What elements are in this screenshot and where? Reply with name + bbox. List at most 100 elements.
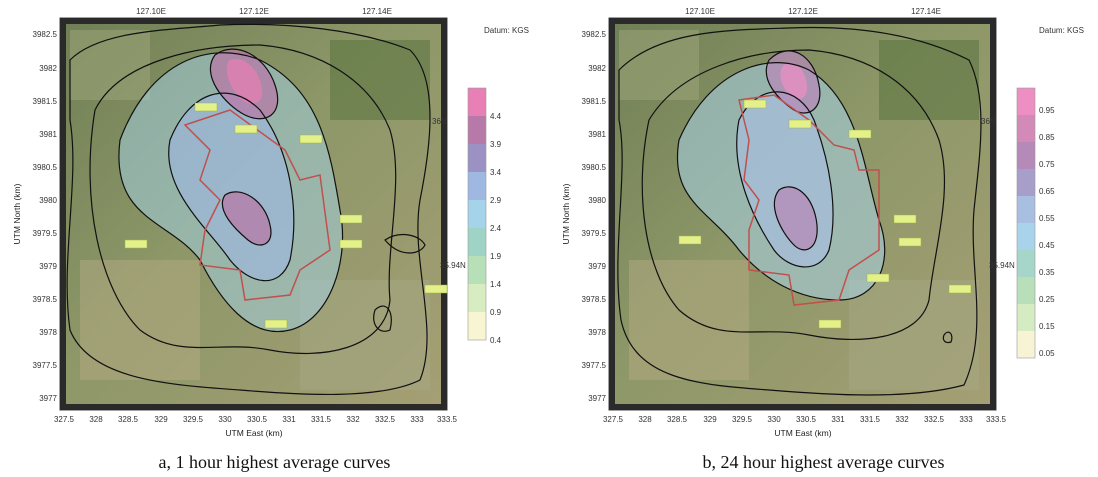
svg-text:35.94N: 35.94N <box>989 261 1015 270</box>
svg-text:3979.5: 3979.5 <box>582 229 607 238</box>
y-tick-labels: 3982.5 3982 3981.5 3981 3980.5 3980 3979… <box>582 30 607 403</box>
x-axis-title: UTM East (km) <box>225 428 282 438</box>
x-tick-labels: 327.5 328 328.5 329 329.5 330 330.5 331 … <box>603 415 1007 424</box>
svg-text:329.5: 329.5 <box>183 415 204 424</box>
svg-text:328.5: 328.5 <box>667 415 688 424</box>
svg-text:3980: 3980 <box>588 196 606 205</box>
svg-text:3981.5: 3981.5 <box>33 97 58 106</box>
svg-text:3978.5: 3978.5 <box>582 295 607 304</box>
svg-text:0.25: 0.25 <box>1039 295 1055 304</box>
svg-text:329.5: 329.5 <box>732 415 753 424</box>
svg-text:332: 332 <box>895 415 909 424</box>
svg-text:0.45: 0.45 <box>1039 241 1055 250</box>
svg-text:330.5: 330.5 <box>796 415 817 424</box>
svg-text:333.5: 333.5 <box>986 415 1007 424</box>
svg-text:0.55: 0.55 <box>1039 214 1055 223</box>
y-axis-title: UTM North (km) <box>12 183 22 244</box>
svg-text:332.5: 332.5 <box>924 415 945 424</box>
svg-text:4.4: 4.4 <box>490 112 502 121</box>
svg-text:35.94N: 35.94N <box>440 261 466 270</box>
svg-text:1.4: 1.4 <box>490 280 502 289</box>
svg-text:329: 329 <box>154 415 168 424</box>
svg-text:0.95: 0.95 <box>1039 106 1055 115</box>
panel-b-figure: 327.5 328 328.5 329 329.5 330 330.5 331 … <box>561 7 1084 438</box>
right-tick-labels: 36N 35.94N <box>432 117 466 270</box>
svg-text:332.5: 332.5 <box>375 415 396 424</box>
svg-text:0.65: 0.65 <box>1039 187 1055 196</box>
svg-text:36N: 36N <box>432 117 447 126</box>
caption-a: a, 1 hour highest average curves <box>158 452 391 472</box>
svg-text:3979: 3979 <box>39 262 57 271</box>
svg-text:3981: 3981 <box>588 130 606 139</box>
svg-text:331.5: 331.5 <box>860 415 881 424</box>
svg-text:3977: 3977 <box>39 394 57 403</box>
svg-text:3979.5: 3979.5 <box>33 229 58 238</box>
svg-text:2.9: 2.9 <box>490 196 502 205</box>
svg-text:327.5: 327.5 <box>603 415 624 424</box>
svg-text:127.14E: 127.14E <box>362 7 392 16</box>
svg-text:328: 328 <box>89 415 103 424</box>
svg-text:333: 333 <box>959 415 973 424</box>
svg-text:3977: 3977 <box>588 394 606 403</box>
svg-text:3982.5: 3982.5 <box>582 30 607 39</box>
svg-text:331: 331 <box>831 415 845 424</box>
y-axis-title: UTM North (km) <box>561 183 571 244</box>
svg-text:3978.5: 3978.5 <box>33 295 58 304</box>
panel-b: 327.5 328 328.5 329 329.5 330 330.5 331 … <box>549 0 1098 477</box>
svg-text:3978: 3978 <box>588 328 606 337</box>
svg-text:1.9: 1.9 <box>490 252 502 261</box>
svg-text:0.35: 0.35 <box>1039 268 1055 277</box>
svg-text:332: 332 <box>346 415 360 424</box>
svg-text:0.05: 0.05 <box>1039 349 1055 358</box>
svg-text:3977.5: 3977.5 <box>582 361 607 370</box>
panel-a-figure: 327.5 328 328.5 329 329.5 330 330.5 331 … <box>12 7 529 438</box>
svg-text:3979: 3979 <box>588 262 606 271</box>
svg-text:331: 331 <box>282 415 296 424</box>
svg-text:3982.5: 3982.5 <box>33 30 58 39</box>
svg-text:3980: 3980 <box>39 196 57 205</box>
svg-text:36N: 36N <box>981 117 996 126</box>
svg-text:3977.5: 3977.5 <box>33 361 58 370</box>
svg-text:127.12E: 127.12E <box>788 7 818 16</box>
svg-text:329: 329 <box>703 415 717 424</box>
panel-a: 327.5 328 328.5 329 329.5 330 330.5 331 … <box>12 7 529 472</box>
svg-text:0.9: 0.9 <box>490 308 502 317</box>
svg-text:327.5: 327.5 <box>54 415 75 424</box>
svg-text:3.9: 3.9 <box>490 140 502 149</box>
svg-text:127.10E: 127.10E <box>136 7 166 16</box>
svg-text:333.5: 333.5 <box>437 415 458 424</box>
svg-text:3978: 3978 <box>39 328 57 337</box>
caption-b: b, 24 hour highest average curves <box>702 452 945 472</box>
svg-text:3981: 3981 <box>39 130 57 139</box>
svg-text:0.85: 0.85 <box>1039 133 1055 142</box>
svg-text:0.75: 0.75 <box>1039 160 1055 169</box>
svg-text:0.15: 0.15 <box>1039 322 1055 331</box>
svg-text:2.4: 2.4 <box>490 224 502 233</box>
top-tick-labels: 127.10E 127.12E 127.14E <box>136 7 392 16</box>
svg-text:3982: 3982 <box>39 64 57 73</box>
datum-label: Datum: KGS <box>1039 26 1084 35</box>
svg-text:3982: 3982 <box>588 64 606 73</box>
svg-text:127.14E: 127.14E <box>911 7 941 16</box>
svg-text:3980.5: 3980.5 <box>33 163 58 172</box>
svg-text:330.5: 330.5 <box>247 415 268 424</box>
svg-text:0.4: 0.4 <box>490 336 502 345</box>
y-tick-labels: 3982.5 3982 3981.5 3981 3980.5 3980 3979… <box>33 30 58 403</box>
svg-text:328.5: 328.5 <box>118 415 139 424</box>
right-tick-labels: 36N 35.94N <box>981 117 1015 270</box>
svg-text:331.5: 331.5 <box>311 415 332 424</box>
legend-a: 4.4 3.9 3.4 2.9 2.4 1.9 1.4 0.9 0.4 <box>467 87 502 345</box>
svg-text:330: 330 <box>767 415 781 424</box>
top-tick-labels: 127.10E 127.12E 127.14E <box>685 7 941 16</box>
svg-text:3980.5: 3980.5 <box>582 163 607 172</box>
legend-b: 0.95 0.85 0.75 0.65 0.55 0.45 0.35 0.25 … <box>1016 87 1055 359</box>
x-axis-title: UTM East (km) <box>774 428 831 438</box>
svg-text:127.10E: 127.10E <box>685 7 715 16</box>
svg-text:127.12E: 127.12E <box>239 7 269 16</box>
svg-text:3981.5: 3981.5 <box>582 97 607 106</box>
x-tick-labels: 327.5 328 328.5 329 329.5 330 330.5 331 … <box>54 415 458 424</box>
datum-label: Datum: KGS <box>484 26 529 35</box>
svg-text:330: 330 <box>218 415 232 424</box>
svg-text:3.4: 3.4 <box>490 168 502 177</box>
svg-text:333: 333 <box>410 415 424 424</box>
